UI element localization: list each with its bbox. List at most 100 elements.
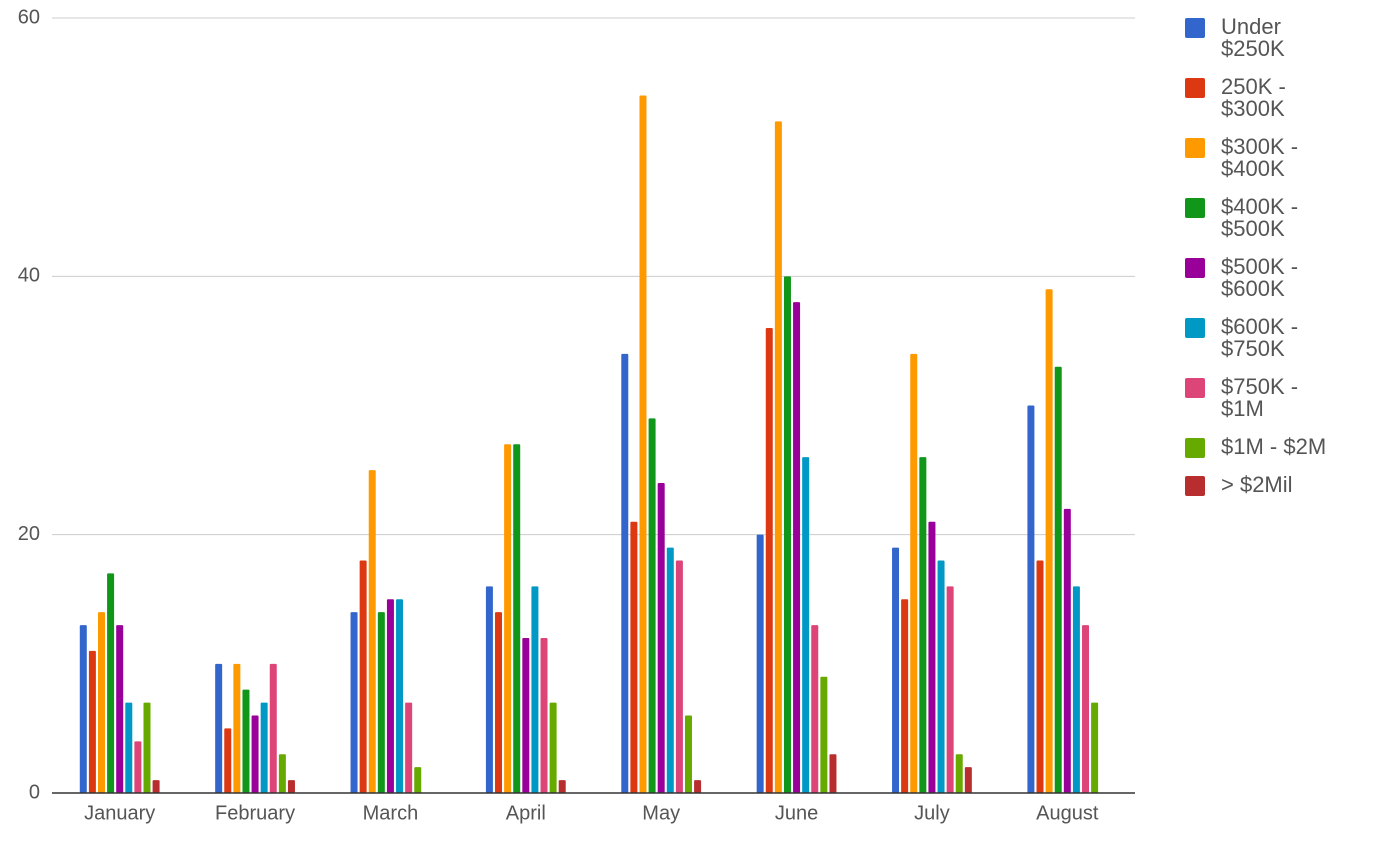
bar <box>531 586 539 793</box>
bar <box>820 676 828 793</box>
x-tick-label: May <box>642 802 680 824</box>
bar <box>260 702 268 793</box>
bar <box>666 547 674 793</box>
bar <box>1045 289 1053 793</box>
legend: Under $250K 250K - $300K $300K - $400K $400… <box>1185 16 1345 496</box>
bar <box>802 457 810 793</box>
legend-swatch <box>1185 318 1205 338</box>
legend-label: $500K - $600K <box>1221 254 1299 301</box>
x-tick-label: March <box>363 802 419 824</box>
bar <box>215 663 223 793</box>
bar <box>1072 586 1080 793</box>
bar <box>368 470 376 793</box>
legend-item: $400K - $500K <box>1185 196 1345 240</box>
legend-swatch <box>1185 378 1205 398</box>
bar <box>504 444 512 793</box>
bar <box>621 353 629 793</box>
legend-swatch <box>1185 476 1205 496</box>
legend-swatch <box>1185 18 1205 38</box>
bar <box>350 612 358 793</box>
legend-label: > $2Mil <box>1221 472 1293 497</box>
bar <box>919 457 927 793</box>
bar <box>675 560 683 793</box>
x-tick-label: August <box>1036 802 1099 824</box>
legend-item: $600K - $750K <box>1185 316 1345 360</box>
bar <box>495 612 503 793</box>
bar <box>522 638 530 793</box>
legend-swatch <box>1185 438 1205 458</box>
bar <box>134 741 142 793</box>
bar <box>414 767 422 793</box>
bar <box>242 689 250 793</box>
bar <box>116 625 124 793</box>
bar <box>964 767 972 793</box>
bar <box>79 625 87 793</box>
legend-label: $750K - $1M <box>1221 374 1299 421</box>
bar <box>946 586 954 793</box>
bar <box>657 483 665 793</box>
legend-label: $400K - $500K <box>1221 194 1299 241</box>
x-tick-label: February <box>215 802 295 824</box>
x-tick-label: July <box>914 802 950 824</box>
bar <box>756 534 764 793</box>
bar <box>377 612 385 793</box>
legend-label: $1M - $2M <box>1221 434 1327 459</box>
bar <box>630 521 638 793</box>
bar <box>513 444 521 793</box>
legend-item: $750K - $1M <box>1185 376 1345 420</box>
y-tick-label: 40 <box>18 265 40 287</box>
legend-swatch <box>1185 258 1205 278</box>
bar <box>485 586 493 793</box>
bar <box>829 754 837 793</box>
legend-item: $1M - $2M <box>1185 436 1345 458</box>
legend-swatch <box>1185 78 1205 98</box>
legend-item: $500K - $600K <box>1185 256 1345 300</box>
bar <box>287 780 295 793</box>
bar <box>405 702 413 793</box>
bar <box>648 418 656 793</box>
bar <box>955 754 963 793</box>
bar <box>1054 366 1062 793</box>
bar <box>107 573 115 793</box>
bar <box>694 780 702 793</box>
legend-item: 250K - $300K <box>1185 76 1345 120</box>
bar <box>1027 405 1035 793</box>
legend-label: $300K - $400K <box>1221 134 1299 181</box>
legend-label: Under $250K <box>1221 14 1285 61</box>
bar <box>549 702 557 793</box>
bar <box>224 728 232 793</box>
bar <box>1091 702 1099 793</box>
legend-item: $300K - $400K <box>1185 136 1345 180</box>
legend-swatch <box>1185 138 1205 158</box>
legend-item: Under $250K <box>1185 16 1345 60</box>
x-tick-label: June <box>775 802 818 824</box>
bar <box>774 121 782 794</box>
legend-label: $600K - $750K <box>1221 314 1299 361</box>
bar <box>793 302 801 793</box>
bar <box>910 353 918 793</box>
bar <box>892 547 900 793</box>
bar <box>540 638 548 793</box>
bar <box>558 780 566 793</box>
bar <box>928 521 936 793</box>
bar <box>88 650 96 793</box>
bar <box>152 780 160 793</box>
legend-swatch <box>1185 198 1205 218</box>
y-tick-label: 60 <box>18 6 40 28</box>
bar <box>937 560 945 793</box>
bar <box>684 715 692 793</box>
bar <box>765 328 773 793</box>
bar <box>1036 560 1044 793</box>
bar <box>901 599 909 793</box>
bar <box>1082 625 1090 793</box>
bar <box>97 612 105 793</box>
bar <box>386 599 394 793</box>
y-tick-label: 0 <box>29 781 40 803</box>
legend-label: 250K - $300K <box>1221 74 1286 121</box>
bar <box>278 754 286 793</box>
bar <box>233 663 241 793</box>
bar <box>269 663 277 793</box>
bar <box>811 625 819 793</box>
